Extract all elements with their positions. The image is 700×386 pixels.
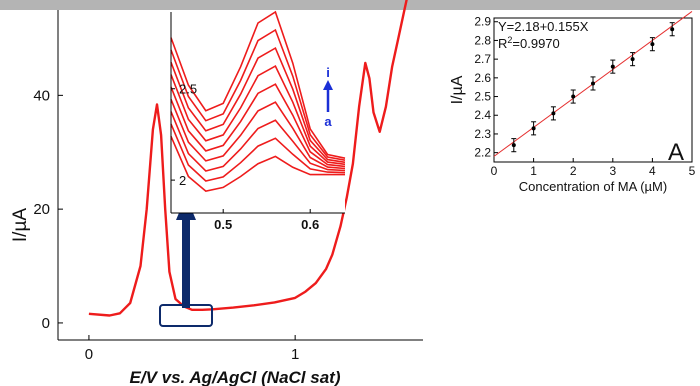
- calib-x-tick-label: 2: [570, 164, 577, 178]
- data-point: [610, 64, 615, 69]
- inset-curve: [170, 28, 346, 161]
- calib-y-tick-label: 2.5: [474, 90, 491, 104]
- data-point: [511, 143, 516, 148]
- calib-x-tick-label: 0: [491, 164, 498, 178]
- calib-y-tick-label: 2.2: [474, 146, 491, 160]
- inset-zoom-panel: 2 2.5 0.5 0.6 i a: [170, 10, 346, 232]
- calib-y-tick-label: 2.7: [474, 52, 491, 66]
- inset-curve: [170, 123, 346, 182]
- data-point: [591, 81, 595, 86]
- y-tick-label: 40: [33, 87, 50, 104]
- panel-label: A: [668, 139, 684, 166]
- calib-y-tick-label: 2.3: [474, 127, 491, 141]
- inset-curve: [170, 111, 346, 172]
- curve-label-a: a: [324, 114, 332, 129]
- data-point: [571, 94, 576, 99]
- data-point: [531, 126, 536, 131]
- data-point: [650, 42, 655, 47]
- inset-curve: [170, 98, 346, 170]
- r-squared-label: R2=0.9970: [498, 35, 560, 51]
- inset-curve: [170, 135, 345, 192]
- calib-y-axis-label: I/µA: [449, 75, 466, 104]
- series-order-arrowhead: [323, 80, 333, 90]
- inset-curve: [170, 83, 346, 168]
- regression-equation: Y=2.18+0.155X: [498, 19, 589, 34]
- calibration-frame: [493, 17, 693, 163]
- calib-x-tick-label: 5: [689, 164, 696, 178]
- inset-curve: [170, 64, 346, 166]
- calib-y-tick-label: 2.9: [474, 15, 491, 29]
- main-voltammogram-panel: 0 20 40 0 1 E/V vs. Ag/AgCl (NaCl sat) I/µA: [10, 0, 423, 386]
- inset-curve: [170, 46, 346, 164]
- inset-x-tick-label: 0.5: [214, 217, 232, 232]
- data-point: [670, 27, 675, 32]
- r-squared-value: =0.9970: [512, 36, 559, 51]
- calib-y-tick-label: 2.6: [474, 71, 491, 85]
- inset-curve: [170, 10, 346, 159]
- zoom-arrow-shaft: [182, 218, 190, 308]
- calib-x-tick-label: 3: [609, 164, 616, 178]
- y-tick-label: 0: [42, 315, 50, 332]
- voltammogram-curve: [88, 0, 408, 317]
- data-point: [630, 57, 635, 62]
- inset-y-tick-label: 2: [179, 173, 186, 188]
- y-tick-label: 20: [33, 201, 50, 218]
- inset-x-tick-label: 0.6: [301, 217, 319, 232]
- data-point: [551, 111, 556, 116]
- y-axis-label: I/µA: [10, 208, 31, 243]
- calib-y-tick-label: 2.4: [474, 108, 491, 122]
- x-tick-label: 0: [85, 346, 93, 363]
- r-squared-superscript: 2: [507, 35, 512, 45]
- calib-x-axis-label: Concentration of MA (µM): [519, 179, 667, 194]
- x-tick-label: 1: [291, 346, 299, 363]
- x-axis-label: E/V vs. Ag/AgCl (NaCl sat): [130, 368, 341, 386]
- calib-x-tick-label: 4: [649, 164, 656, 178]
- inset-y-tick-label: 2.5: [179, 82, 197, 97]
- curve-label-i: i: [326, 65, 330, 80]
- calib-y-tick-label: 2.8: [474, 33, 491, 47]
- calib-x-tick-label: 1: [530, 164, 537, 178]
- top-border-bar: [0, 0, 700, 10]
- calibration-panel: 2.2 2.3 2.4 2.5 2.6 2.7 2.8 2.9 0 1 2 3 4 5 Y=2.18+0.1…: [449, 11, 696, 194]
